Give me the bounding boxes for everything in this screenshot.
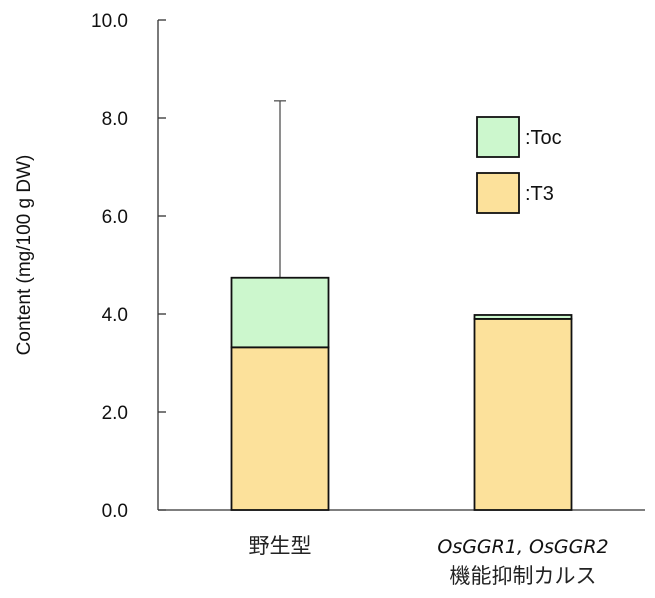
y-tick-label-0: 0.0 xyxy=(102,501,128,522)
y-tick-label-2: 4.0 xyxy=(102,305,128,326)
bar-0-series-0 xyxy=(230,346,330,511)
y-axis-title: Content (mg/100 g DW) xyxy=(14,155,35,356)
legend-label-0: :T3 xyxy=(525,183,554,205)
y-tick-label-4: 8.0 xyxy=(102,109,128,130)
category-label-0-line-0: 野生型 xyxy=(249,534,312,558)
legend-label-1: :Toc xyxy=(525,127,562,149)
bar-1-series-1 xyxy=(473,314,573,320)
y-tick-label-5: 10.0 xyxy=(91,11,128,32)
bar-0-series-1 xyxy=(230,276,330,349)
category-label-1-line-0: OsGGR1, OsGGR2 xyxy=(437,536,608,558)
y-tick-label-1: 2.0 xyxy=(102,403,128,424)
legend-swatch-0 xyxy=(476,172,520,214)
legend-swatch-1 xyxy=(476,116,520,158)
bar-1-series-0 xyxy=(473,317,573,511)
y-tick-label-3: 6.0 xyxy=(102,207,128,228)
category-label-1-line-1: 機能抑制カルス xyxy=(450,564,597,588)
